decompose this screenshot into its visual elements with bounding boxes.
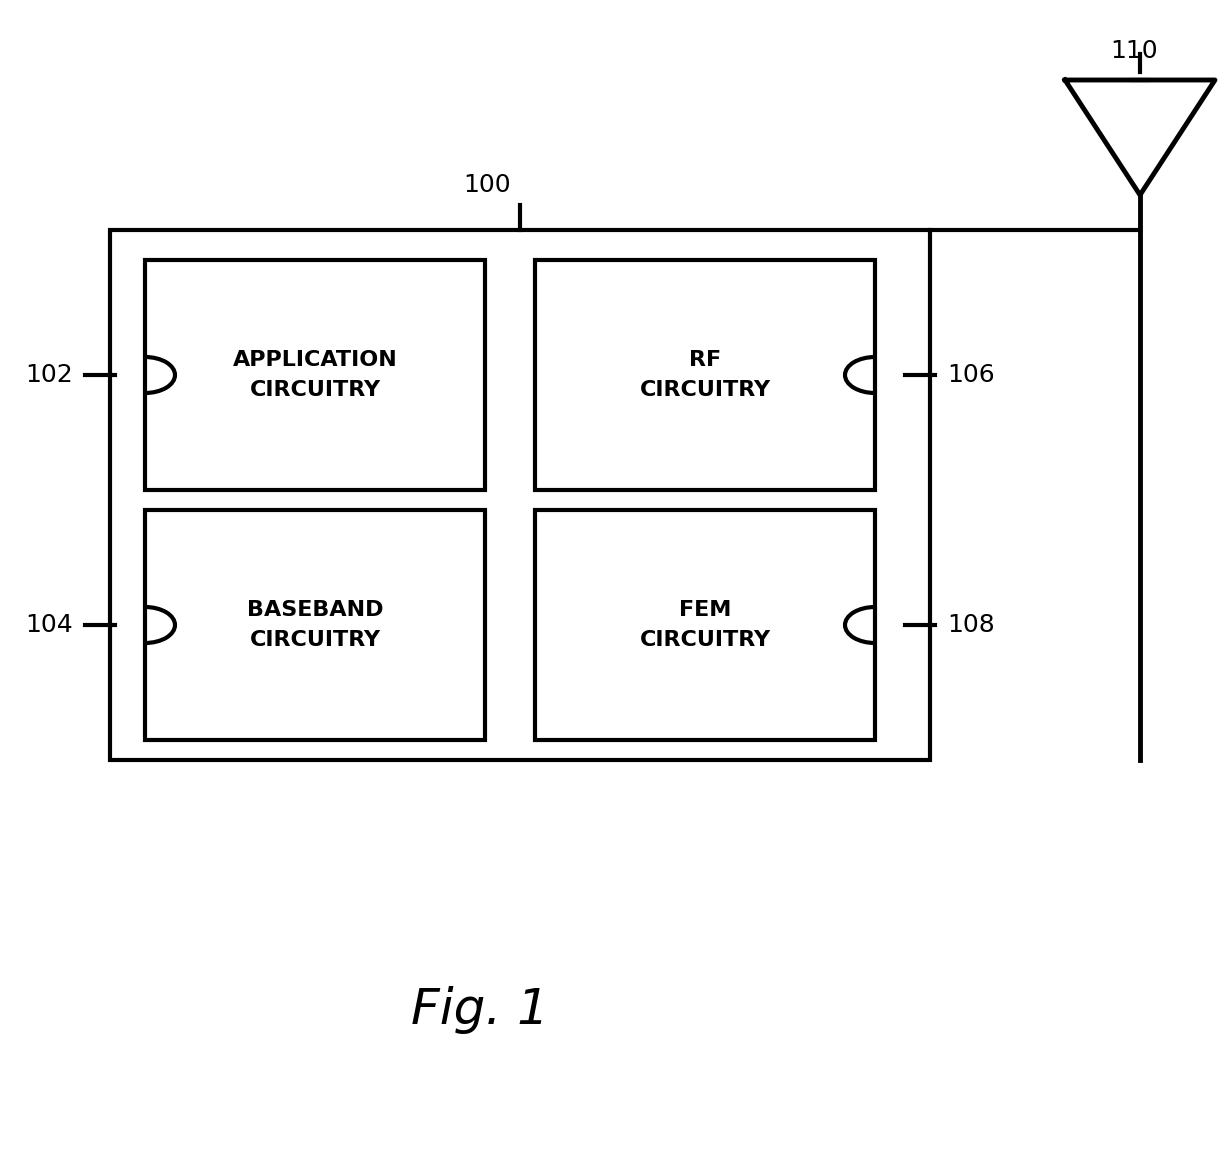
Text: 108: 108: [947, 613, 994, 637]
Bar: [110, 230, 930, 760]
Text: BASEBAND
CIRCUITRY: BASEBAND CIRCUITRY: [246, 600, 383, 650]
Text: APPLICATION
CIRCUITRY: APPLICATION CIRCUITRY: [233, 350, 398, 400]
Text: 102: 102: [25, 363, 73, 387]
Bar: [535, 510, 875, 740]
Text: 104: 104: [25, 613, 73, 637]
Text: 100: 100: [463, 173, 511, 197]
Text: FEM
CIRCUITRY: FEM CIRCUITRY: [639, 600, 770, 650]
Bar: [535, 260, 875, 490]
Text: RF
CIRCUITRY: RF CIRCUITRY: [639, 350, 770, 400]
Text: 106: 106: [947, 363, 994, 387]
Bar: [145, 260, 485, 490]
Bar: [145, 510, 485, 740]
Text: 110: 110: [1110, 39, 1158, 63]
Text: Fig. 1: Fig. 1: [411, 986, 549, 1034]
